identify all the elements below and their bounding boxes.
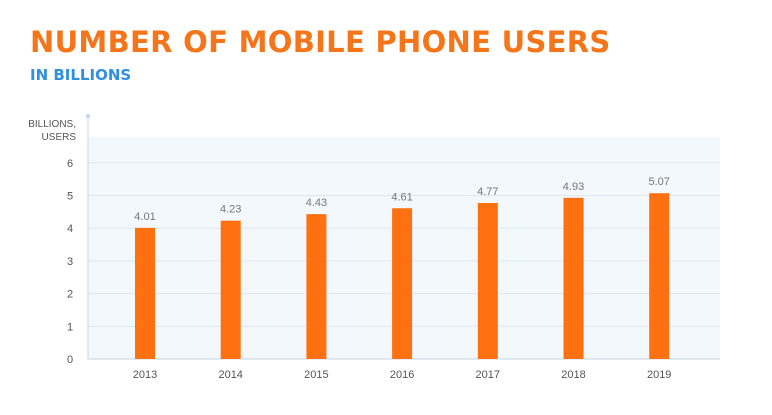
bar: [135, 227, 155, 359]
y-axis-label-line-2: USERS: [42, 132, 77, 143]
bar: [306, 214, 327, 359]
value-label: 4.23: [220, 204, 241, 216]
x-tick-label: 2018: [561, 369, 585, 381]
bar: [649, 193, 670, 359]
bars: [135, 193, 670, 359]
value-label: 4.61: [391, 191, 412, 203]
chart-title: NUMBER OF MOBILE PHONE USERS: [30, 25, 611, 59]
value-label: 4.43: [306, 197, 327, 209]
x-tick-label: 2013: [133, 369, 157, 381]
chart-subtitle: IN BILLIONS: [30, 66, 132, 84]
bar: [563, 197, 584, 359]
y-tick-label: 3: [67, 256, 73, 268]
x-tick-label: 2015: [304, 369, 328, 381]
bar: [477, 203, 498, 359]
y-axis-label-line-1: BILLIONS,: [28, 119, 76, 130]
x-tick-label: 2016: [390, 369, 414, 381]
y-tick-label: 4: [67, 223, 73, 235]
y-tick-label: 6: [67, 158, 73, 170]
value-label: 4.77: [477, 186, 498, 198]
bar: [392, 208, 413, 359]
x-tick-labels: 2013 2014 2015 2016 2017 2018 2019: [133, 369, 672, 381]
x-tick-label: 2017: [476, 369, 500, 381]
y-tick-labels: 0 1 2 3 4 5 6: [67, 158, 73, 366]
value-label: 4.93: [563, 181, 584, 193]
x-tick-label: 2014: [218, 369, 242, 381]
bar: [220, 220, 241, 359]
y-tick-label: 2: [67, 289, 73, 301]
y-tick-label: 5: [67, 191, 73, 203]
x-tick-label: 2019: [647, 369, 671, 381]
value-label: 4.01: [134, 211, 155, 223]
value-label: 5.07: [648, 176, 669, 188]
y-tick-label: 1: [67, 321, 73, 333]
y-tick-label: 0: [67, 354, 73, 366]
y-axis-arrow: [86, 114, 90, 118]
value-labels: 4.01 4.23 4.43 4.61 4.77 4.93 5.07: [134, 176, 670, 223]
